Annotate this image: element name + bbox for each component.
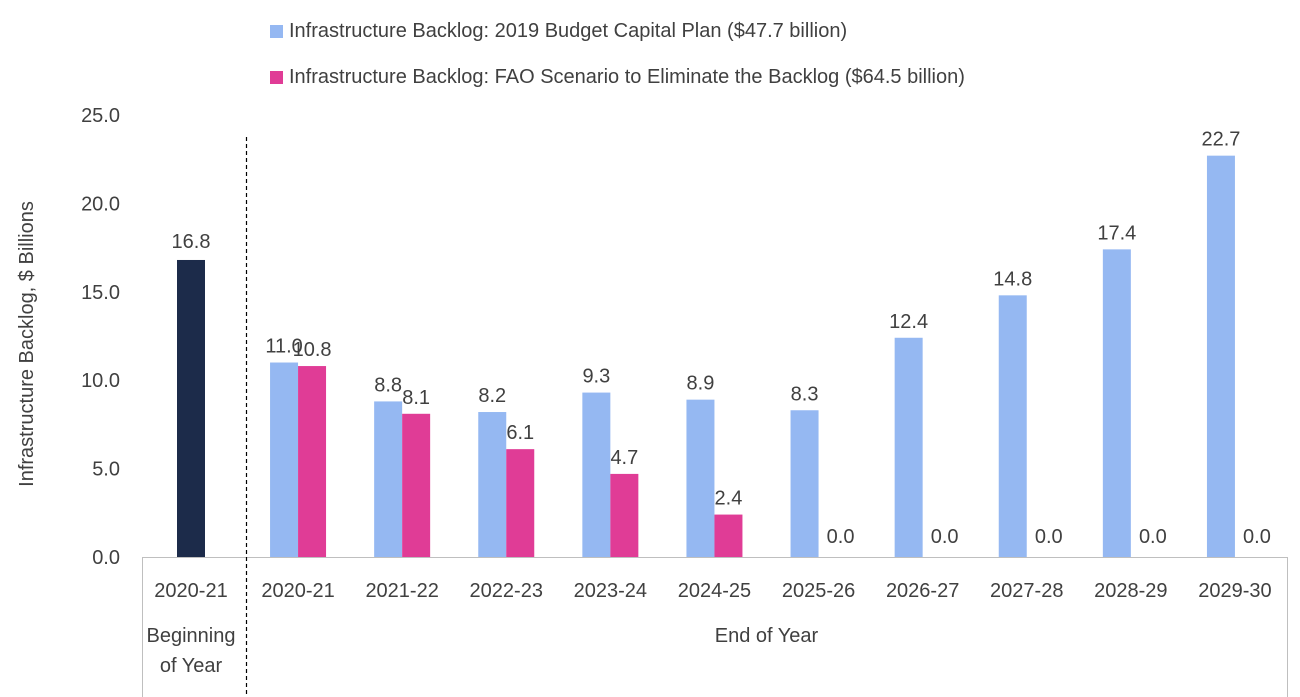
data-label-budget-plan: 8.8	[374, 374, 402, 396]
bar-budget-plan	[790, 410, 819, 557]
group-label-beginning-of-year: of Year	[160, 655, 223, 677]
bar-fao-scenario	[714, 514, 743, 557]
data-label-budget-plan: 8.9	[687, 373, 715, 395]
data-label-fao-scenario: 10.8	[293, 339, 332, 361]
data-label-fao-scenario: 8.1	[402, 387, 430, 409]
group-label-end-of-year: End of Year	[715, 625, 819, 647]
x-tick-label: 2026-27	[886, 580, 959, 602]
legend-swatch-budget-plan	[270, 24, 283, 38]
data-label-budget-plan: 17.4	[1097, 222, 1136, 244]
bars: 16.8 11.010.8 8.88.1 8.26.1 9.3 4.7 8.9 2.4 8.3 0…	[172, 129, 1271, 558]
data-label-fao-scenario: 4.7	[610, 447, 638, 469]
bar-fao-scenario	[402, 413, 431, 557]
x-tick-label: 2027-28	[990, 580, 1063, 602]
x-tick-label: 2023-24	[574, 580, 647, 602]
y-axis: 0.0 5.0 10.0 15.0 20.0 25.0 Infrastructure Bac…	[16, 105, 120, 569]
legend-label-fao-scenario: Infrastructure Backlog: FAO Scenario to …	[289, 65, 965, 88]
data-label-fao-scenario: 0.0	[827, 526, 855, 548]
legend-label-budget-plan: Infrastructure Backlog: 2019 Budget Capi…	[289, 19, 848, 42]
bar-budget-plan	[1206, 155, 1235, 557]
data-label-budget-plan: 14.8	[993, 268, 1032, 290]
y-tick-label: 15.0	[81, 282, 120, 304]
x-tick-label: 2028-29	[1094, 580, 1167, 602]
x-tick-label: 2025-26	[782, 580, 855, 602]
bar-beginning-of-year	[177, 259, 205, 557]
legend-swatch-fao-scenario	[270, 70, 283, 84]
data-label-fao-scenario: 0.0	[1243, 526, 1271, 548]
data-label-fao-scenario: 0.0	[1035, 526, 1063, 548]
y-tick-label: 0.0	[92, 547, 120, 569]
x-tick-label: 2024-25	[678, 580, 751, 602]
data-label-fao-scenario: 0.0	[1139, 526, 1167, 548]
legend-item-fao-scenario: Infrastructure Backlog: FAO Scenario to …	[270, 54, 965, 100]
data-label-budget-plan: 11.0	[265, 336, 302, 358]
legend-item-budget-plan: Infrastructure Backlog: 2019 Budget Capi…	[270, 8, 965, 54]
bar-budget-plan	[270, 362, 299, 557]
data-label-fao-scenario: 2.4	[715, 488, 743, 510]
data-label-budget-plan: 12.4	[889, 311, 928, 333]
x-tick-label: 2021-22	[365, 580, 438, 602]
bar-budget-plan	[686, 399, 715, 557]
y-tick-label: 5.0	[92, 459, 120, 481]
data-label-fao-scenario: 6.1	[506, 422, 534, 444]
chart-legend: Infrastructure Backlog: 2019 Budget Capi…	[270, 8, 965, 100]
bar-fao-scenario	[610, 473, 639, 557]
data-label-fao-scenario: 0.0	[931, 526, 959, 548]
y-tick-label: 10.0	[81, 370, 120, 392]
data-label-budget-plan: 8.3	[791, 383, 819, 405]
y-axis-title: Infrastructure Backlog, $ Billions	[16, 201, 38, 487]
group-label-beginning-of-year: Beginning	[147, 625, 236, 647]
bar-fao-scenario	[506, 449, 535, 557]
y-tick-label: 20.0	[81, 193, 120, 215]
bar-budget-plan	[894, 337, 923, 557]
bar-budget-plan	[478, 412, 507, 557]
x-tick-label: 2022-23	[470, 580, 543, 602]
x-tick-label: 2020-21	[261, 580, 334, 602]
x-tick-label: 2029-30	[1198, 580, 1271, 602]
bar-budget-plan	[374, 401, 403, 557]
x-tick-label-beginning: 2020-21	[154, 580, 227, 602]
bar-fao-scenario	[298, 366, 327, 557]
data-label-beginning: 16.8	[172, 231, 211, 253]
bar-budget-plan	[582, 392, 611, 557]
y-tick-label: 25.0	[81, 105, 120, 127]
x-axis: 2020-21 2021-22 2022-23 2023-24 2024-25 2025-…	[142, 137, 1288, 697]
data-label-budget-plan: 22.7	[1201, 129, 1240, 151]
data-label-budget-plan: 8.2	[478, 385, 506, 407]
bar-budget-plan	[998, 295, 1027, 557]
data-label-budget-plan: 9.3	[582, 366, 610, 388]
bar-budget-plan	[1102, 249, 1131, 558]
